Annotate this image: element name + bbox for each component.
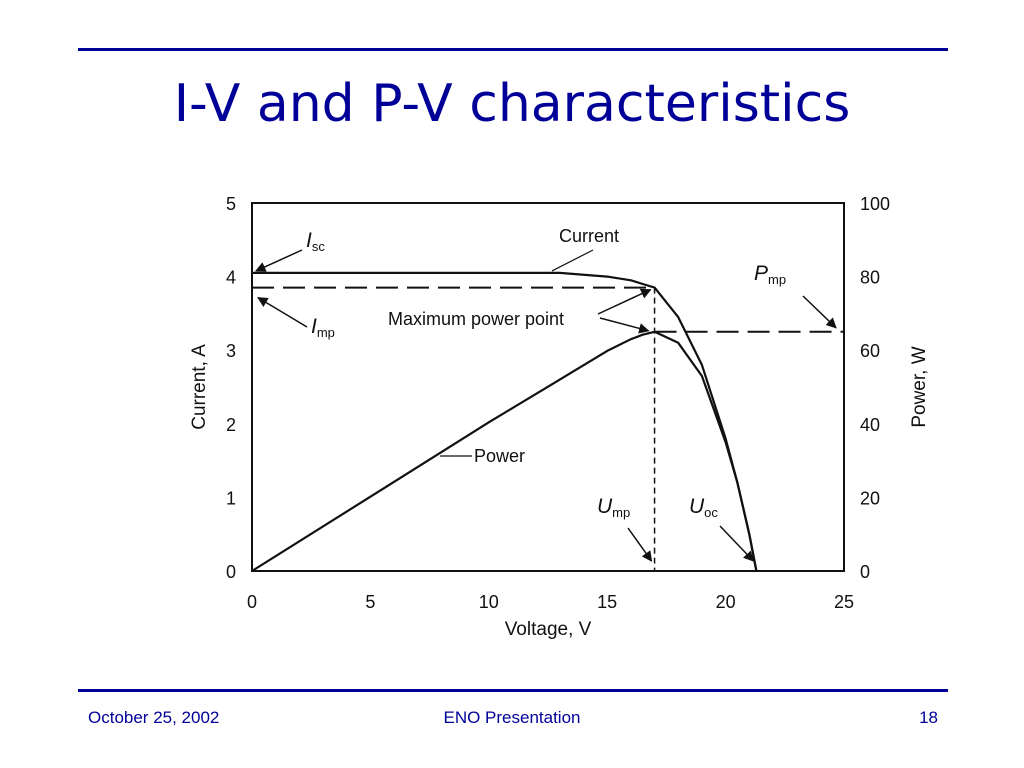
current-label-leader [551, 249, 594, 272]
x-tick-label: 20 [716, 592, 736, 612]
y2-tick-label: 80 [860, 268, 880, 288]
isc-arrow [255, 249, 303, 272]
pmp-arrow [802, 295, 837, 329]
plot-frame [251, 202, 845, 572]
x-tick-label: 25 [834, 592, 854, 612]
isc-label: Isc [306, 229, 325, 254]
x-tick-label: 10 [479, 592, 499, 612]
ump-arrow [627, 527, 653, 562]
mpp-arrow-upper [597, 288, 652, 315]
x-tick-label: 5 [365, 592, 375, 612]
x-axis-label: Voltage, V [505, 619, 592, 640]
y-tick-label: 1 [226, 488, 236, 508]
ump-label: Ump [597, 495, 630, 520]
footer-date: October 25, 2002 [88, 708, 220, 727]
uoc-label: Uoc [689, 495, 718, 520]
y2-tick-label: 40 [860, 415, 880, 435]
footer-page-number: 18 [919, 708, 938, 727]
y2-axis-label: Power, W [909, 346, 930, 427]
y-tick-label: 4 [226, 268, 236, 288]
mpp-guides [252, 286, 844, 571]
power-curve-label: Power [474, 446, 525, 466]
mpp-label: Maximum power point [388, 309, 564, 329]
y2-tick-label: 0 [860, 562, 870, 582]
plot-border [251, 202, 845, 572]
y2-tick-label: 60 [860, 341, 880, 361]
annotations: Isc Imp Current Power Maximum power point Pmp… [255, 226, 837, 562]
x-tick-label: 15 [597, 592, 617, 612]
y-tick-label: 5 [226, 194, 236, 214]
y2-tick-label: 20 [860, 488, 880, 508]
imp-label: Imp [311, 315, 335, 340]
uoc-arrow [719, 525, 755, 562]
tick-labels: 0 5 10 15 20 25 0 1 2 3 4 5 0 20 40 60 80 100 Voltage, V Cu… [189, 194, 930, 640]
pmp-label: Pmp [754, 262, 786, 287]
y-axis-label: Current, A [189, 344, 210, 430]
y-tick-label: 3 [226, 341, 236, 361]
slide-title: I-V and P-V characteristics [173, 74, 851, 134]
y2-tick-label: 100 [860, 194, 890, 214]
y-tick-label: 0 [226, 562, 236, 582]
x-tick-label: 0 [247, 592, 257, 612]
top-rule [78, 48, 948, 51]
bottom-rule [78, 689, 948, 692]
footer-presentation: ENO Presentation [443, 708, 581, 727]
mpp-arrow-lower [599, 317, 650, 334]
imp-arrow [257, 296, 308, 328]
y-tick-label: 2 [226, 415, 236, 435]
current-curve-label: Current [559, 226, 619, 246]
